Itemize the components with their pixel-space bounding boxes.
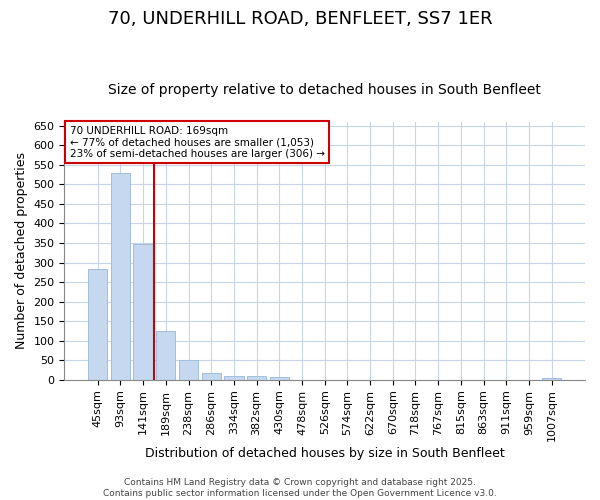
Bar (202, 373, 221, 380)
Bar (542, 378, 562, 380)
Bar (156, 331, 175, 380)
Bar (88, 269, 107, 380)
Bar (247, 376, 266, 380)
Bar (133, 244, 153, 380)
Text: 70 UNDERHILL ROAD: 169sqm
← 77% of detached houses are smaller (1,053)
23% of se: 70 UNDERHILL ROAD: 169sqm ← 77% of detac… (70, 126, 325, 159)
Text: 70, UNDERHILL ROAD, BENFLEET, SS7 1ER: 70, UNDERHILL ROAD, BENFLEET, SS7 1ER (107, 10, 493, 28)
Title: Size of property relative to detached houses in South Benfleet: Size of property relative to detached ho… (108, 83, 541, 97)
Text: Contains HM Land Registry data © Crown copyright and database right 2025.
Contai: Contains HM Land Registry data © Crown c… (103, 478, 497, 498)
Bar (179, 360, 198, 380)
Bar (111, 172, 130, 380)
Y-axis label: Number of detached properties: Number of detached properties (15, 152, 28, 350)
Bar (224, 376, 244, 380)
X-axis label: Distribution of detached houses by size in South Benfleet: Distribution of detached houses by size … (145, 447, 505, 460)
Bar (269, 377, 289, 380)
